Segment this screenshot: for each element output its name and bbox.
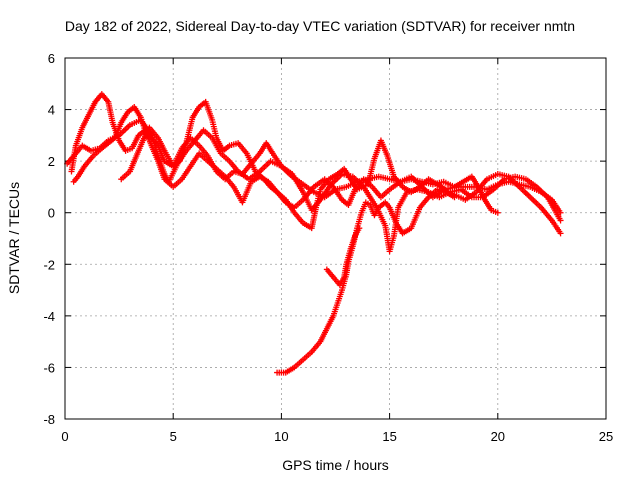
data-point	[557, 217, 564, 224]
plot-frame	[64, 57, 607, 420]
x-tick-label: 5	[170, 429, 177, 444]
series-track-2	[68, 91, 501, 232]
y-axis-label: SDTVAR / TECUs	[6, 181, 22, 295]
y-tick-label: 2	[48, 154, 55, 169]
series-track-4	[118, 124, 564, 255]
data-point	[451, 194, 458, 201]
y-tick-label: -4	[43, 309, 55, 324]
x-tick-label: 25	[599, 429, 613, 444]
data-point	[557, 230, 564, 237]
data-point	[494, 209, 501, 216]
chart-title: Day 182 of 2022, Sidereal Day-to-day VTE…	[64, 18, 576, 34]
x-tick-label: 10	[274, 429, 288, 444]
y-tick-label: 4	[48, 103, 55, 118]
x-tick-label: 20	[491, 429, 505, 444]
y-tick-label: -8	[43, 412, 55, 427]
y-tick-label: 6	[48, 51, 55, 66]
x-axis-label: GPS time / hours	[282, 457, 389, 473]
y-tick-label: -6	[43, 360, 55, 375]
x-tick-label: 15	[382, 429, 396, 444]
series-track-1	[64, 116, 564, 216]
y-tick-label: 0	[48, 206, 55, 221]
x-tick-label: 0	[61, 429, 68, 444]
series-track-6	[323, 225, 363, 288]
series-track-3	[70, 103, 564, 237]
data-point	[356, 225, 363, 232]
series-track-5	[274, 186, 458, 376]
y-tick-label: -2	[43, 257, 55, 272]
